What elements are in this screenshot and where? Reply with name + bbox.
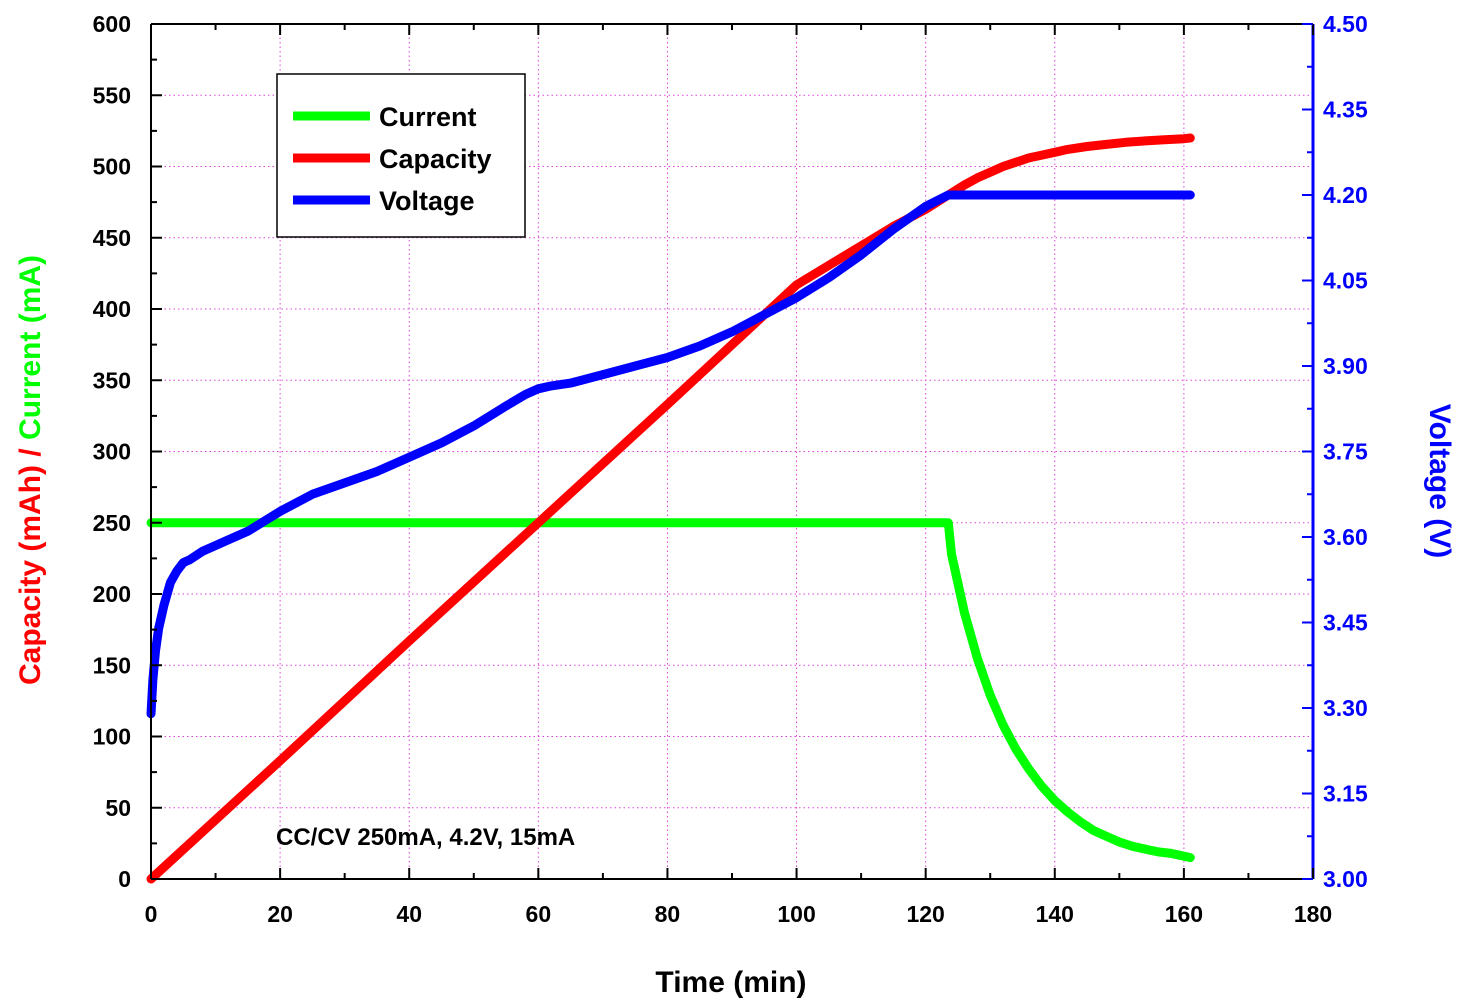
y-right-tick-label: 4.20 [1323, 182, 1368, 208]
y-left-tick-label: 550 [93, 82, 131, 108]
y-left-tick-label: 300 [93, 439, 131, 465]
ticks [150, 23, 1314, 880]
y-left-tick-label: 250 [93, 510, 131, 536]
y-right-tick-label: 4.35 [1323, 97, 1368, 123]
y-right-tick-label: 3.90 [1323, 353, 1368, 379]
plot-series [146, 133, 1195, 884]
legend-label-capacity: Capacity [379, 144, 492, 174]
x-tick-label: 20 [267, 901, 293, 927]
y-left-tick-label: 50 [105, 795, 131, 821]
y-axis-left-title: Capacity (mAh) / Current (mA) [14, 255, 47, 685]
x-axis-title: Time (min) [655, 966, 806, 999]
y-right-tick-label: 4.50 [1323, 11, 1368, 37]
y-axis-left-title-part: / [14, 440, 47, 465]
x-tick-label: 160 [1165, 901, 1203, 927]
y-left-tick-label: 200 [93, 581, 131, 607]
x-tick-label: 180 [1294, 901, 1332, 927]
legend-label-voltage: Voltage [379, 186, 475, 216]
y-left-tick-label: 100 [93, 724, 131, 750]
series-line-capacity [146, 133, 1195, 884]
y-axis-left-title-part: Capacity (mAh) [14, 465, 47, 685]
series-line-voltage [146, 190, 1195, 719]
x-tick-label: 140 [1036, 901, 1074, 927]
x-tick-label: 0 [145, 901, 158, 927]
y-right-tick-label: 3.75 [1323, 439, 1368, 465]
legend: Current Capacity Voltage [276, 73, 526, 238]
y-left-tick-label: 150 [93, 652, 131, 678]
x-tick-label: 60 [526, 901, 552, 927]
y-axis-left-title-part: Current (mA) [14, 255, 47, 440]
y-right-tick-label: 3.45 [1323, 610, 1368, 636]
y-left-tick-label: 600 [93, 11, 131, 37]
y-right-tick-label: 3.00 [1323, 866, 1368, 892]
y-left-tick-label: 450 [93, 225, 131, 251]
x-tick-label: 100 [777, 901, 815, 927]
legend-label-current: Current [379, 102, 477, 132]
x-tick-label: 80 [655, 901, 681, 927]
x-tick-label: 40 [396, 901, 422, 927]
y-left-tick-label: 350 [93, 367, 131, 393]
y-right-tick-label: 3.15 [1323, 781, 1368, 807]
y-left-tick-label: 400 [93, 296, 131, 322]
y-left-tick-label: 0 [118, 866, 131, 892]
y-left-tick-label: 500 [93, 154, 131, 180]
y-axis-right-title: Voltage (V) [1423, 404, 1456, 558]
chart-annotation: CC/CV 250mA, 4.2V, 15mA [276, 824, 575, 851]
x-tick-label: 120 [906, 901, 944, 927]
series-line-current [146, 518, 1195, 863]
y-right-tick-label: 3.30 [1323, 695, 1368, 721]
tick-labels: 0 20 40 60 80 100 120 140 160 180 0 50 100 150 200 250 3… [93, 11, 1368, 927]
y-right-tick-label: 3.60 [1323, 524, 1368, 550]
y-right-tick-label: 4.05 [1323, 268, 1368, 294]
